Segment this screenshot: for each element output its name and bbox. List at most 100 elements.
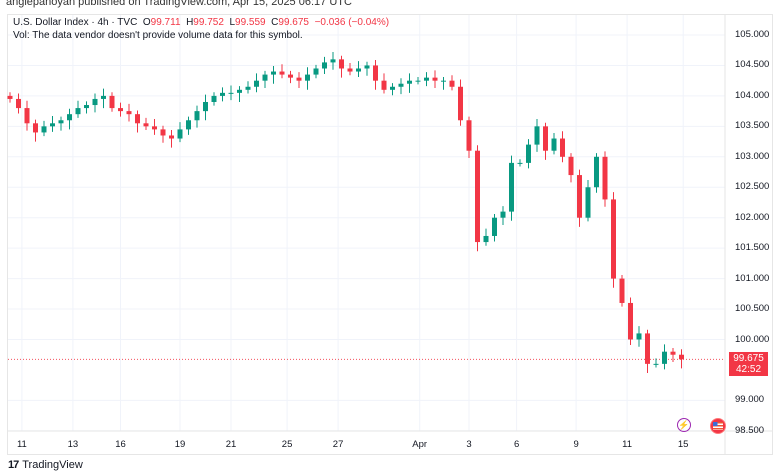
tradingview-logo[interactable]: 17 TradingView	[8, 459, 83, 471]
time-axis-tick: 15	[677, 439, 689, 450]
time-axis-tick: 13	[67, 439, 79, 450]
candle-body	[279, 71, 285, 75]
candle-body	[560, 138, 565, 157]
candle-body	[398, 83, 404, 87]
candle-body	[58, 120, 64, 124]
candle-body	[645, 333, 650, 364]
price-axis-tick: 100.500	[735, 303, 770, 315]
candle-body	[475, 150, 480, 243]
candle-body	[67, 114, 72, 121]
candle-body	[313, 68, 319, 75]
candle-body	[653, 363, 659, 365]
price-axis-tick: 101.000	[735, 272, 770, 284]
candle-body	[619, 278, 625, 303]
candle-body	[679, 354, 684, 360]
time-axis-tick: 19	[174, 439, 186, 450]
time-axis-tick: 21	[225, 439, 237, 450]
chart-panel[interactable]	[7, 14, 773, 455]
candle-body	[152, 126, 157, 130]
candle-body	[228, 92, 234, 94]
lightning-icon[interactable]: ⚡	[677, 418, 691, 432]
price-axis-tick: 102.500	[735, 181, 770, 193]
candle-body	[381, 80, 387, 90]
price-axis-tick: 99.000	[735, 394, 765, 406]
close-label: C	[271, 17, 279, 28]
time-axis-tick: 3	[466, 439, 472, 450]
tv-logo-icon: 17	[8, 459, 19, 471]
time-axis-tick: 27	[332, 439, 344, 450]
candle-body	[288, 74, 293, 78]
candle-body	[101, 95, 106, 99]
candle-body	[509, 162, 514, 212]
time-axis-tick: 11	[622, 439, 633, 450]
symbol-title[interactable]: U.S. Dollar Index · 4h · TVC	[13, 17, 138, 28]
candle-body	[109, 95, 115, 109]
candle-body	[441, 80, 446, 82]
open-label: O	[142, 17, 151, 28]
price-axis-tick: 102.000	[735, 211, 770, 223]
time-axis-tick: 6	[513, 439, 520, 450]
candle-body	[356, 68, 361, 72]
candle-body	[662, 351, 667, 364]
low-label: L	[229, 17, 236, 28]
change-value: −0.036 (−0.04%)	[314, 17, 390, 28]
candle-body	[135, 114, 140, 124]
candle-body	[245, 86, 251, 90]
candle-body	[347, 68, 353, 72]
candle-body	[611, 199, 616, 279]
candle-body	[41, 126, 47, 133]
current-price: 99.675	[733, 353, 764, 364]
price-axis-tick: 103.000	[735, 150, 770, 162]
price-axis-tick: 105.000	[735, 29, 770, 40]
candle-body	[534, 126, 540, 145]
low-value: 99.559	[235, 17, 266, 28]
us-flag-icon[interactable]	[710, 418, 726, 434]
candle-body	[585, 187, 591, 218]
candle-body	[24, 108, 30, 124]
candle-body	[330, 59, 336, 63]
price-axis-tick: 104.500	[735, 59, 770, 71]
candle-body	[577, 175, 582, 218]
candle-body	[483, 235, 489, 243]
candle-body	[602, 156, 608, 200]
candle-body	[415, 80, 421, 82]
candle-body	[449, 80, 455, 87]
time-axis-tick: 9	[573, 439, 579, 450]
candle-body	[492, 217, 497, 236]
price-axis-tick: 101.500	[735, 242, 770, 254]
time-axis-tick: 25	[281, 439, 293, 450]
price-axis-tick: 103.500	[735, 120, 770, 132]
time-axis-tick: 16	[115, 439, 126, 450]
bar-countdown: 42:52	[735, 364, 762, 375]
candle-body	[160, 129, 166, 136]
candle-body	[636, 333, 642, 340]
chart-legend: U.S. Dollar Index · 4h · TVC O99.711 H99…	[13, 16, 389, 42]
candle-body	[254, 80, 259, 87]
candle-body	[84, 105, 89, 109]
candle-body	[186, 120, 191, 130]
candle-body	[543, 126, 548, 151]
candle-body	[517, 162, 523, 164]
candle-body	[322, 62, 327, 69]
candle-body	[92, 98, 98, 106]
candle-body	[169, 135, 174, 139]
candle-body	[296, 77, 302, 81]
time-axis-tick: 11	[16, 439, 27, 450]
high-value: 99.752	[193, 17, 224, 28]
price-axis-tick: 100.000	[735, 333, 770, 345]
candle-body	[551, 138, 557, 151]
current-price-label: 99.675 42:52	[729, 352, 768, 376]
candle-body	[262, 74, 268, 81]
candle-body	[237, 89, 242, 93]
candle-body	[466, 120, 472, 151]
candle-body	[194, 111, 200, 121]
candle-body	[339, 59, 344, 69]
candle-body	[7, 95, 13, 99]
publisher-line: angiepanoyan published on TradingView.co…	[6, 0, 352, 8]
time-axis-tick: Apr	[412, 439, 428, 450]
price-axis-tick: 98.500	[735, 424, 765, 436]
candle-body	[594, 156, 599, 188]
open-value: 99.711	[150, 17, 181, 28]
candle-body	[33, 123, 38, 133]
